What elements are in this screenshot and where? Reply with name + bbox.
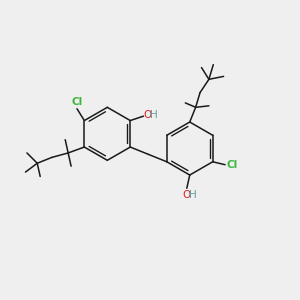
Text: O: O [183,190,191,200]
Text: Cl: Cl [71,97,82,107]
Text: H: H [150,110,158,120]
Text: Cl: Cl [226,160,238,170]
Text: O: O [143,110,152,120]
Text: H: H [189,190,197,200]
